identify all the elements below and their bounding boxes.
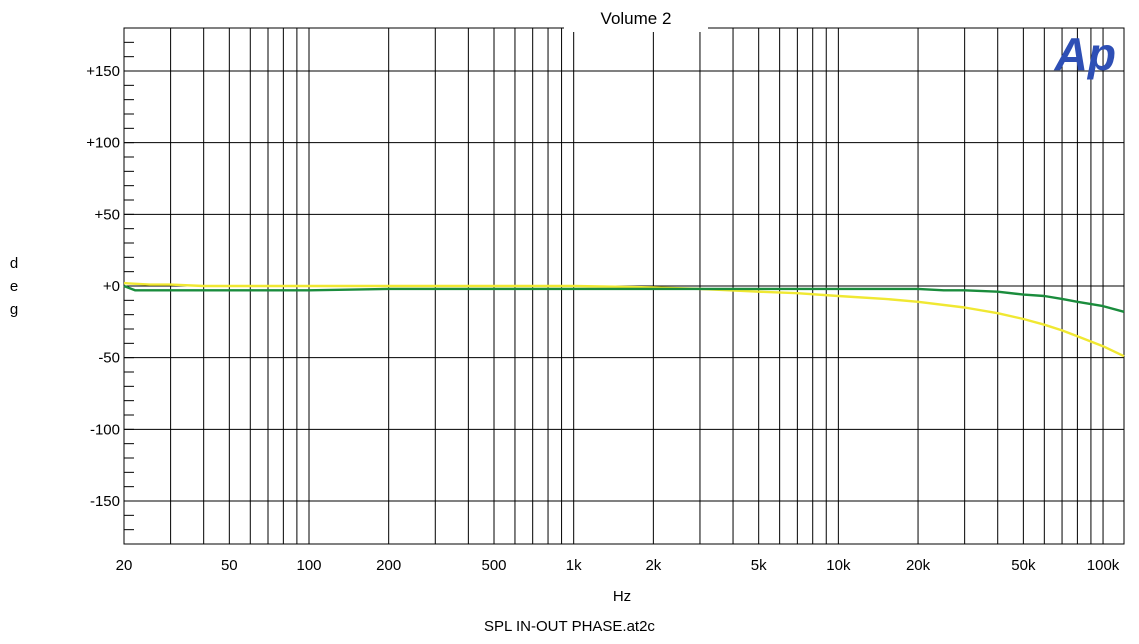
x-tick-label: 50k	[1011, 557, 1036, 574]
series-line-1	[123, 281, 1125, 358]
series-line-2	[123, 284, 1125, 313]
y-axis-label-letter: e	[9, 278, 19, 295]
x-tick-label: 500	[481, 557, 506, 574]
file-name-label: SPL IN-OUT PHASE.at2c	[484, 618, 655, 635]
y-tick-label: +150	[86, 63, 120, 80]
x-tick-label: 200	[376, 557, 401, 574]
y-tick-labels: +150 +100 +50 +0 -50 -100 -150	[86, 63, 120, 510]
chart-title: Volume 2	[601, 9, 672, 28]
x-axis-label: Hz	[613, 588, 631, 605]
x-tick-labels: 20 50 100 200 500 1k 2k 5k 10k 20k 50k 100k	[116, 557, 1120, 574]
x-tick-label: 100k	[1087, 557, 1120, 574]
x-tick-label: 50	[221, 557, 238, 574]
y-tick-label: -150	[90, 493, 120, 510]
x-tick-label: 2k	[645, 557, 661, 574]
y-tick-label: -100	[90, 421, 120, 438]
title-background	[564, 10, 708, 32]
x-tick-label: 1k	[566, 557, 582, 574]
y-axis-label: d e g	[6, 252, 22, 321]
x-tick-label: 20k	[906, 557, 931, 574]
x-tick-label: 20	[116, 557, 133, 574]
y-axis-label-letter: g	[9, 301, 19, 318]
x-tick-label: 100	[296, 557, 321, 574]
ap-logo: Ap	[1054, 28, 1116, 80]
x-tick-label: 10k	[826, 557, 851, 574]
y-tick-label: +100	[86, 135, 120, 152]
series-layer	[123, 281, 1125, 358]
y-tick-label: -50	[98, 350, 120, 367]
x-tick-label: 5k	[751, 557, 767, 574]
y-tick-label: +0	[103, 278, 120, 295]
y-tick-label: +50	[95, 206, 120, 223]
y-axis-label-letter: d	[9, 255, 19, 272]
